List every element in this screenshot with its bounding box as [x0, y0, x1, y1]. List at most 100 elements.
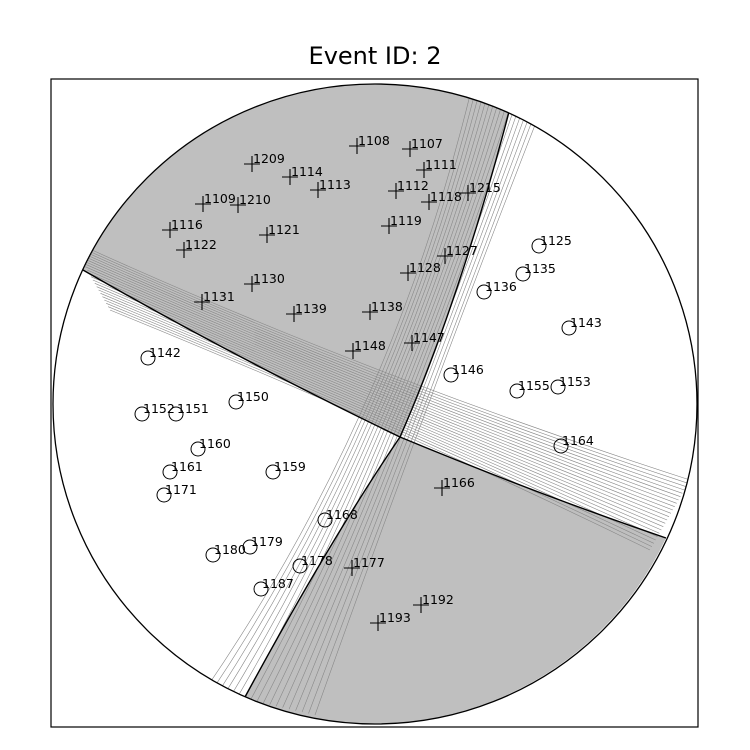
station-label: 1130 — [253, 271, 285, 286]
station-marker: 1113 — [310, 177, 351, 198]
solution-nodal-line — [295, 119, 524, 711]
station-label: 1116 — [171, 217, 203, 232]
solution-nodal-line — [269, 112, 509, 705]
compression-plus-icon — [310, 182, 326, 198]
station-label: 1178 — [301, 553, 333, 568]
station-label: 1109 — [204, 191, 236, 206]
dilatation-circle-icon — [553, 438, 569, 454]
solution-nodal-line — [100, 293, 660, 534]
compressional-quadrant-se — [245, 437, 666, 724]
station-marker: 1138 — [362, 299, 403, 320]
solution-nodal-line — [256, 109, 501, 702]
dilatation-circle-icon — [265, 464, 281, 480]
station-marker: 1111 — [416, 157, 457, 178]
dilatation-circle-icon — [550, 379, 566, 395]
compression-plus-icon — [349, 138, 365, 154]
dilatation-circle-icon — [561, 320, 577, 336]
station-label: 1180 — [214, 542, 246, 557]
compression-plus-icon — [162, 222, 178, 238]
station-marker: 1127 — [437, 243, 478, 264]
station-label: 1160 — [199, 436, 231, 451]
station-marker: 1215 — [460, 180, 501, 201]
compression-plus-icon — [381, 218, 397, 234]
station-label: 1131 — [203, 289, 235, 304]
solution-nodal-line — [79, 256, 681, 497]
solution-nodal-line — [104, 299, 656, 541]
dilatation-circle-icon — [531, 238, 547, 254]
station-marker: 1153 — [550, 374, 591, 395]
station-marker: 1187 — [253, 576, 294, 597]
dilatation-circle-icon — [140, 350, 156, 366]
plot-title: Event ID: 2 — [308, 42, 442, 70]
station-label: 1143 — [570, 315, 602, 330]
station-marker: 1177 — [344, 555, 385, 576]
station-marker: 1168 — [317, 507, 358, 528]
dilatation-circle-icon — [134, 406, 150, 422]
station-label: 1168 — [326, 507, 358, 522]
station-marker: 1142 — [140, 345, 181, 366]
solution-nodal-line — [109, 309, 651, 551]
solution-nodal-line — [237, 103, 490, 698]
station-marker: 1146 — [443, 362, 484, 383]
solution-nodal-line — [71, 243, 689, 484]
station-label: 1187 — [262, 576, 294, 591]
station-label: 1179 — [251, 534, 283, 549]
solution-nodal-line — [96, 286, 664, 527]
compression-plus-icon — [244, 276, 260, 292]
compression-plus-icon — [194, 294, 210, 310]
compression-plus-icon — [370, 615, 386, 631]
station-marker: 1180 — [205, 542, 246, 563]
beachball-outline — [52, 83, 698, 725]
station-marker: 1121 — [259, 222, 300, 243]
compression-plus-icon — [434, 480, 450, 496]
station-label: 1119 — [390, 213, 422, 228]
dilatation-circle-icon — [292, 558, 308, 574]
station-label: 1153 — [559, 374, 591, 389]
dilatation-circle-icon — [156, 487, 172, 503]
station-label: 1150 — [237, 389, 269, 404]
solution-nodal-line — [282, 116, 517, 708]
station-label: 1135 — [524, 261, 556, 276]
compression-plus-icon — [362, 304, 378, 320]
compression-plus-icon — [259, 227, 275, 243]
station-label: 1114 — [291, 164, 323, 179]
compression-plus-icon — [195, 196, 211, 212]
station-marker: 1136 — [476, 279, 517, 300]
station-label: 1151 — [177, 401, 209, 416]
station-label: 1138 — [371, 299, 403, 314]
solution-nodal-line — [301, 121, 528, 713]
dilatation-circle-icon — [205, 547, 221, 563]
solution-nodal-line — [102, 296, 658, 537]
compression-plus-icon — [344, 560, 360, 576]
compression-plus-icon — [244, 156, 260, 172]
dilatation-circle-icon — [228, 394, 244, 410]
station-marker: 1155 — [509, 378, 550, 399]
solution-nodal-line — [69, 239, 691, 481]
station-label: 1193 — [379, 610, 411, 625]
station-label: 1177 — [353, 555, 385, 570]
station-label: 1111 — [425, 157, 457, 172]
station-label: 1142 — [149, 345, 181, 360]
station-marker: 1122 — [176, 237, 217, 258]
station-marker: 1193 — [370, 610, 411, 631]
compression-plus-icon — [345, 343, 361, 359]
station-label: 1107 — [411, 136, 443, 151]
solution-nodal-line — [77, 253, 683, 494]
dilatation-circle-icon — [162, 464, 178, 480]
station-marker: 1151 — [168, 401, 209, 422]
dilatation-circle-icon — [476, 284, 492, 300]
station-label: 1121 — [268, 222, 300, 237]
station-label: 1122 — [185, 237, 217, 252]
dilatation-circle-icon — [242, 539, 258, 555]
station-marker: 1114 — [282, 164, 323, 185]
station-label: 1128 — [409, 260, 441, 275]
compression-plus-icon — [460, 185, 476, 201]
station-marker: 1109 — [195, 191, 236, 212]
dilatation-circle-icon — [443, 367, 459, 383]
solution-nodal-line — [230, 101, 486, 697]
station-label: 1127 — [446, 243, 478, 258]
solution-nodal-line — [81, 259, 679, 501]
solution-nodal-line — [73, 246, 687, 487]
station-label: 1139 — [295, 301, 327, 316]
